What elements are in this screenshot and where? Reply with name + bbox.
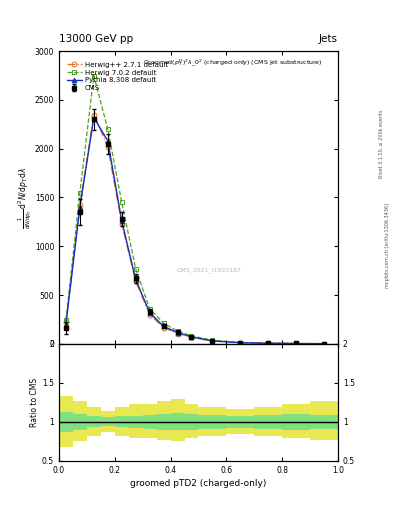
Herwig++ 2.7.1 default — [322, 340, 327, 347]
Herwig 7.0.2 default — [210, 337, 215, 344]
Bar — [129, 416, 143, 428]
Pythia 8.308 default — [266, 340, 271, 346]
Bar — [282, 414, 310, 430]
Bar — [59, 412, 73, 432]
Herwig 7.0.2 default — [147, 306, 152, 312]
Y-axis label: $\frac{1}{\mathrm{d}N/\mathrm{d}p_T}\,\mathrm{d}^2N/\mathrm{d}p_T\,\mathrm{d}\la: $\frac{1}{\mathrm{d}N/\mathrm{d}p_T}\,\m… — [16, 166, 33, 229]
Bar — [185, 414, 198, 430]
Bar — [198, 407, 226, 436]
Text: Rivet 3.1.10, ≥ 200k events: Rivet 3.1.10, ≥ 200k events — [379, 109, 384, 178]
Text: Groomed$(p_T^D)^2\lambda\_0^2$ (charged only) (CMS jet substructure): Groomed$(p_T^D)^2\lambda\_0^2$ (charged … — [143, 57, 322, 68]
Pythia 8.308 default — [147, 309, 152, 315]
Herwig 7.0.2 default — [161, 320, 166, 326]
Bar — [101, 411, 115, 432]
Herwig 7.0.2 default — [294, 340, 299, 347]
Herwig++ 2.7.1 default — [133, 279, 138, 285]
Herwig 7.0.2 default — [92, 73, 96, 79]
Legend: Herwig++ 2.7.1 default, Herwig 7.0.2 default, Pythia 8.308 default, CMS: Herwig++ 2.7.1 default, Herwig 7.0.2 def… — [65, 60, 169, 93]
Bar — [198, 415, 226, 429]
X-axis label: groomed pTD2 (charged-only): groomed pTD2 (charged-only) — [130, 479, 267, 488]
Bar — [87, 416, 101, 427]
Herwig++ 2.7.1 default — [238, 340, 243, 346]
Bar — [59, 396, 73, 447]
Herwig++ 2.7.1 default — [175, 330, 180, 336]
Pythia 8.308 default — [238, 339, 243, 346]
Text: Jets: Jets — [319, 33, 338, 44]
Pythia 8.308 default — [92, 115, 96, 121]
Bar — [156, 414, 171, 430]
Pythia 8.308 default — [64, 321, 68, 327]
Bar — [171, 399, 185, 440]
Bar — [101, 417, 115, 426]
Herwig++ 2.7.1 default — [161, 325, 166, 331]
Herwig++ 2.7.1 default — [92, 112, 96, 118]
Pythia 8.308 default — [189, 334, 194, 340]
Bar — [310, 401, 338, 440]
Pythia 8.308 default — [210, 338, 215, 344]
Text: mcplots.cern.ch [arXiv:1306.3436]: mcplots.cern.ch [arXiv:1306.3436] — [385, 203, 389, 288]
Pythia 8.308 default — [119, 218, 124, 224]
Pythia 8.308 default — [133, 276, 138, 283]
Bar — [73, 401, 87, 440]
Herwig 7.0.2 default — [322, 340, 327, 347]
Herwig++ 2.7.1 default — [266, 340, 271, 346]
Text: CMS_2021_I1920187: CMS_2021_I1920187 — [176, 268, 241, 273]
Bar — [171, 413, 185, 431]
Bar — [143, 415, 156, 429]
Pythia 8.308 default — [105, 138, 110, 144]
Pythia 8.308 default — [77, 204, 82, 210]
Line: Herwig++ 2.7.1 default: Herwig++ 2.7.1 default — [64, 112, 327, 346]
Line: Herwig 7.0.2 default: Herwig 7.0.2 default — [64, 73, 327, 346]
Herwig 7.0.2 default — [175, 328, 180, 334]
Bar — [185, 404, 198, 438]
Bar — [156, 401, 171, 440]
Bar — [254, 407, 282, 436]
Herwig 7.0.2 default — [266, 340, 271, 346]
Bar — [254, 415, 282, 429]
Bar — [226, 416, 254, 428]
Herwig++ 2.7.1 default — [147, 311, 152, 317]
Bar — [282, 404, 310, 438]
Herwig++ 2.7.1 default — [119, 221, 124, 227]
Y-axis label: Ratio to CMS: Ratio to CMS — [30, 378, 39, 427]
Herwig 7.0.2 default — [119, 199, 124, 205]
Bar — [115, 416, 129, 427]
Pythia 8.308 default — [294, 340, 299, 347]
Bar — [87, 407, 101, 436]
Bar — [226, 409, 254, 434]
Bar — [143, 404, 156, 438]
Herwig 7.0.2 default — [133, 266, 138, 272]
Herwig 7.0.2 default — [77, 189, 82, 196]
Bar — [115, 407, 129, 436]
Bar — [310, 415, 338, 429]
Line: Pythia 8.308 default: Pythia 8.308 default — [64, 115, 327, 346]
Herwig++ 2.7.1 default — [210, 338, 215, 344]
Herwig++ 2.7.1 default — [77, 202, 82, 208]
Bar — [129, 404, 143, 438]
Pythia 8.308 default — [161, 324, 166, 330]
Herwig++ 2.7.1 default — [105, 144, 110, 150]
Text: 13000 GeV pp: 13000 GeV pp — [59, 33, 133, 44]
Pythia 8.308 default — [322, 340, 327, 347]
Herwig++ 2.7.1 default — [64, 319, 68, 326]
Pythia 8.308 default — [175, 330, 180, 336]
Herwig++ 2.7.1 default — [294, 340, 299, 347]
Herwig 7.0.2 default — [189, 333, 194, 339]
Herwig 7.0.2 default — [238, 339, 243, 346]
Herwig 7.0.2 default — [105, 126, 110, 132]
Bar — [73, 414, 87, 430]
Herwig++ 2.7.1 default — [189, 334, 194, 340]
Herwig 7.0.2 default — [64, 317, 68, 324]
